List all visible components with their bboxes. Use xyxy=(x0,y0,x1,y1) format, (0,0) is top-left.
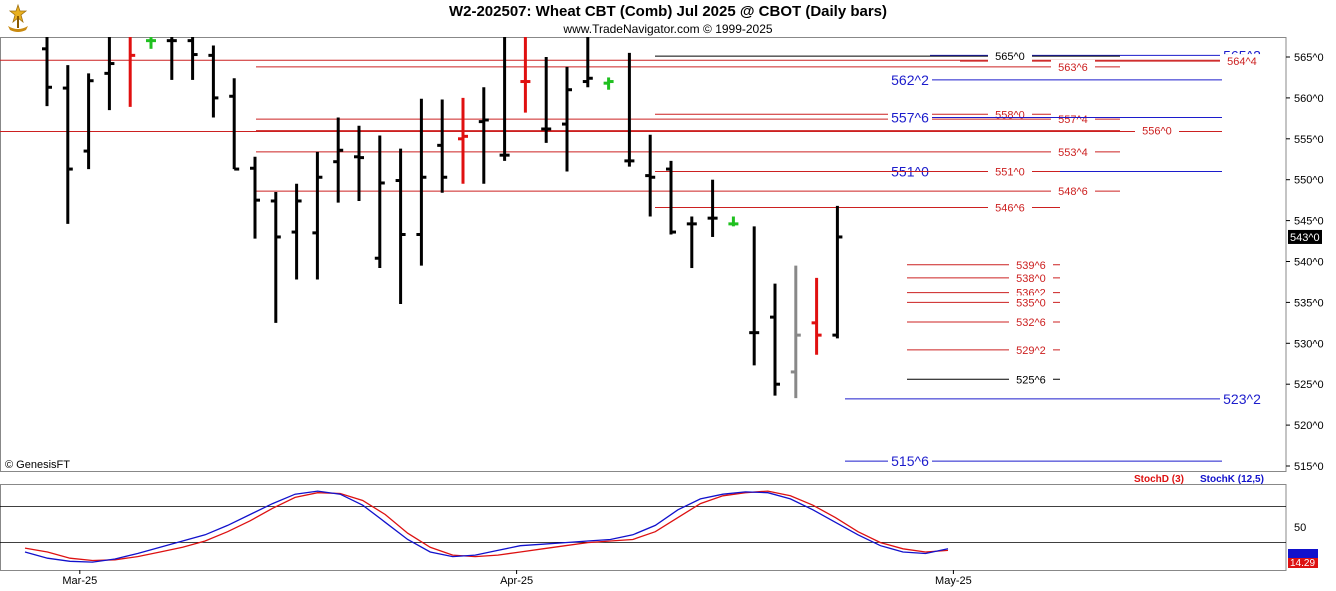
level-label-bg xyxy=(1051,144,1095,159)
level-label: 551^0 xyxy=(995,167,1025,179)
level-label-bg xyxy=(888,110,932,125)
level-label: 539^6 xyxy=(1016,260,1046,272)
date-axis: Mar-25 Apr-25 May-25 xyxy=(62,570,972,587)
level-label-bg xyxy=(1051,59,1095,74)
level-label-bg xyxy=(888,72,932,87)
main-panel-frame xyxy=(0,37,1287,472)
level-label: 523^2 xyxy=(1223,391,1261,407)
stoch-k-last-box xyxy=(1288,549,1318,558)
y-tick-label: 525^0 xyxy=(1294,379,1324,391)
level-label-bg xyxy=(1051,184,1095,199)
x-tick-label: Mar-25 xyxy=(62,575,97,587)
level-label: 515^6 xyxy=(891,453,929,469)
level-label: 557^6 xyxy=(891,110,929,126)
level-label-bg xyxy=(988,49,1032,64)
x-tick-label: May-25 xyxy=(935,575,972,587)
level-label: 558^0 xyxy=(995,109,1025,121)
ohlc-bars xyxy=(42,37,843,399)
stoch-d-last-box xyxy=(1288,558,1318,568)
level-label: 538^0 xyxy=(1016,273,1046,285)
stoch-last-value: 14.29 xyxy=(1290,558,1315,569)
price-axis: 515^0 520^0 525^0 530^0 535^0 540^0 545^0 550^0… xyxy=(1286,52,1324,473)
level-label-bg xyxy=(1009,372,1053,387)
level-label-bg xyxy=(1009,315,1053,330)
price-levels: 565^2564^4565^0563^6562^2558^0557^4557^6… xyxy=(0,47,1264,469)
level-label: 529^2 xyxy=(1016,345,1046,357)
level-label: 564^4 xyxy=(1227,56,1257,68)
level-label-bg xyxy=(1135,123,1179,138)
y-tick-label: 515^0 xyxy=(1294,461,1324,473)
level-label: 548^6 xyxy=(1058,186,1088,198)
chart-title: W2-202507: Wheat CBT (Comb) Jul 2025 @ C… xyxy=(448,3,888,20)
level-label-bg xyxy=(1009,257,1053,272)
y-tick-label: 565^0 xyxy=(1294,52,1324,64)
level-label-bg xyxy=(1220,391,1264,406)
osc-tick-label: 50 xyxy=(1294,522,1306,534)
level-label: 565^0 xyxy=(995,51,1025,63)
level-label-bg xyxy=(1009,270,1053,285)
chart-subtitle: www.TradeNavigator.com © 1999-2025 xyxy=(563,22,773,36)
level-label: 525^6 xyxy=(1016,374,1046,386)
x-tick-label: Apr-25 xyxy=(500,575,533,587)
y-tick-label: 535^0 xyxy=(1294,297,1324,309)
level-label-bg xyxy=(1220,54,1264,69)
legend-stoch-d: StochD (3) xyxy=(1134,474,1184,485)
last-price-label: 543^0 xyxy=(1290,232,1320,244)
level-label-bg xyxy=(888,454,932,469)
y-tick-label: 560^0 xyxy=(1294,93,1324,105)
last-price-box xyxy=(1288,229,1322,244)
y-tick-label: 545^0 xyxy=(1294,216,1324,228)
legend-stoch-k: StochK (12,5) xyxy=(1200,474,1264,485)
level-label: 562^2 xyxy=(891,72,929,88)
y-tick-label: 550^0 xyxy=(1294,175,1324,187)
y-tick-label: 555^0 xyxy=(1294,134,1324,146)
level-label-bg xyxy=(1009,342,1053,357)
stoch-line xyxy=(24,490,949,563)
trade-navigator-logo-icon xyxy=(2,2,34,34)
y-tick-label: 520^0 xyxy=(1294,420,1324,432)
stoch-line xyxy=(24,490,949,562)
level-label: 553^4 xyxy=(1058,147,1088,159)
level-label-bg xyxy=(1051,112,1095,127)
stochastic-panel: 50 StochD (3) StochK (12,5) 14.29 xyxy=(0,474,1318,571)
chart-header: W2-202507: Wheat CBT (Comb) Jul 2025 @ C… xyxy=(0,0,1336,37)
y-tick-label: 540^0 xyxy=(1294,257,1324,269)
y-tick-label: 530^0 xyxy=(1294,338,1324,350)
level-label-bg xyxy=(988,164,1032,179)
level-label-bg xyxy=(988,200,1032,215)
level-label-bg xyxy=(1009,295,1053,310)
level-label: 563^6 xyxy=(1058,62,1088,74)
main-panel-border xyxy=(0,37,1287,472)
level-label: 556^0 xyxy=(1142,126,1172,138)
level-label: 532^6 xyxy=(1016,317,1046,329)
copyright-label: © GenesisFT xyxy=(5,459,70,471)
level-label: 535^0 xyxy=(1016,297,1046,309)
level-label: 546^6 xyxy=(995,203,1025,215)
oscillator-frame xyxy=(0,484,1287,571)
level-label: 557^4 xyxy=(1058,114,1088,126)
